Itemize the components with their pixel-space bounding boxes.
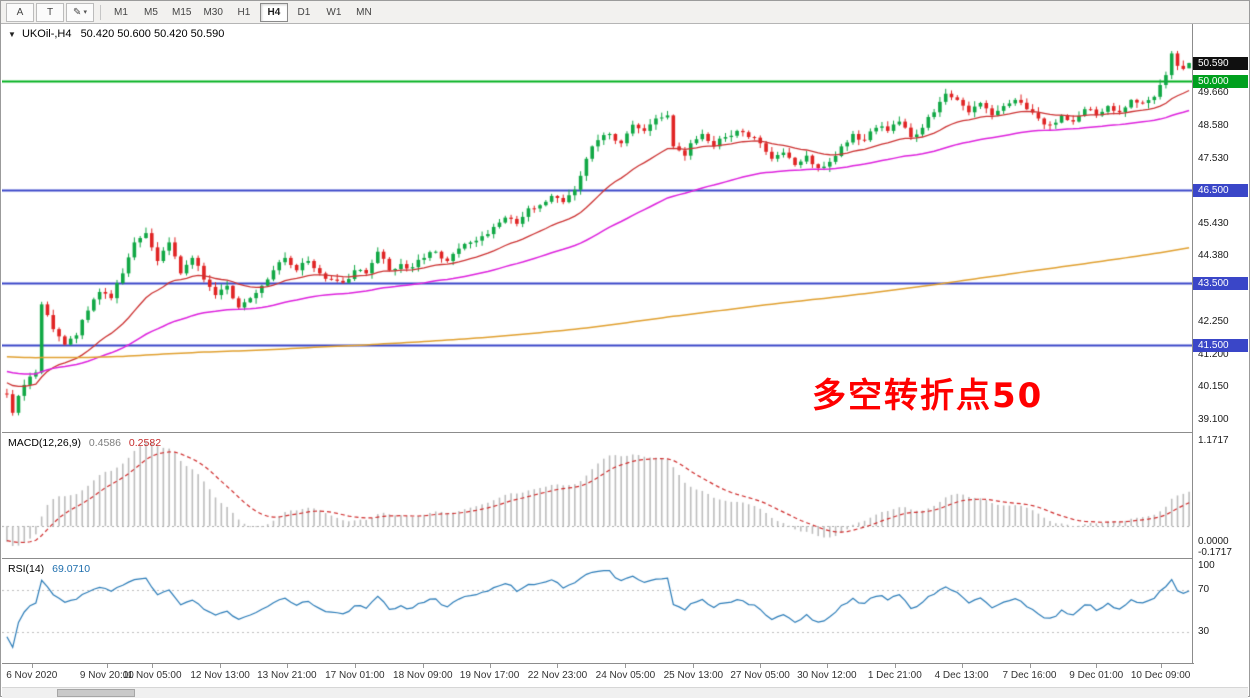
time-axis-label: 30 Nov 12:00 — [797, 670, 857, 681]
time-axis-label: 9 Dec 01:00 — [1069, 670, 1123, 681]
time-tick — [490, 664, 491, 668]
macd-signal-value: 0.2582 — [129, 437, 161, 449]
price-badge: 50.000 — [1193, 75, 1248, 88]
timeframe-m15[interactable]: M15 — [167, 3, 196, 22]
price-tick-label: 44.380 — [1198, 250, 1229, 261]
timeframe-d1[interactable]: D1 — [290, 3, 318, 22]
time-tick — [220, 664, 221, 668]
rsi-axis-label: 70 — [1198, 584, 1209, 595]
time-tick — [895, 664, 896, 668]
price-badge: 50.590 — [1193, 57, 1248, 70]
price-badge: 41.500 — [1193, 339, 1248, 352]
time-axis-label: 19 Nov 17:00 — [460, 670, 520, 681]
time-tick — [287, 664, 288, 668]
rsi-axis-label: 100 — [1198, 560, 1215, 571]
timeframe-w1[interactable]: W1 — [320, 3, 348, 22]
chart-annotation: 多空转折点50 — [812, 368, 1043, 417]
time-axis-label: 10 Dec 09:00 — [1131, 670, 1191, 681]
time-axis-label: 7 Dec 16:00 — [1003, 670, 1057, 681]
macd-main-value: 0.4586 — [89, 437, 121, 449]
price-tick-label: 49.660 — [1198, 87, 1229, 98]
draw-tool-glyph: ✎ — [73, 7, 81, 18]
timeframe-h1[interactable]: H1 — [230, 3, 258, 22]
rsi-canvas[interactable] — [2, 559, 1194, 663]
macd-header: MACD(12,26,9) 0.4586 0.2582 — [8, 437, 161, 449]
time-axis-label: 17 Nov 01:00 — [325, 670, 385, 681]
chart-header: ▼ UKOil-,H4 50.420 50.600 50.420 50.590 — [8, 28, 224, 40]
cursor-tool-glyph: A — [17, 7, 24, 18]
time-tick — [152, 664, 153, 668]
price-badge: 43.500 — [1193, 277, 1248, 290]
timeframe-m5[interactable]: M5 — [137, 3, 165, 22]
time-tick — [1030, 664, 1031, 668]
time-tick — [557, 664, 558, 668]
draw-tool[interactable]: ✎▾ — [66, 3, 94, 22]
price-tick-label: 40.150 — [1198, 381, 1229, 392]
price-tick-label: 39.100 — [1198, 414, 1229, 425]
rsi-pane: RSI(14) 69.0710 — [2, 559, 1194, 664]
timeframe-m1[interactable]: M1 — [107, 3, 135, 22]
timeframe-mn[interactable]: MN — [350, 3, 378, 22]
chart-ohlc-values: 50.420 50.600 50.420 50.590 — [81, 28, 225, 40]
price-tick-label: 42.250 — [1198, 316, 1229, 327]
time-axis-label: 22 Nov 23:00 — [528, 670, 588, 681]
time-tick — [1096, 664, 1097, 668]
time-tick — [355, 664, 356, 668]
time-axis-label: 12 Nov 13:00 — [190, 670, 250, 681]
toolbar-tools: A T ✎▾ — [5, 3, 95, 22]
toolbar-separator — [100, 5, 101, 20]
macd-label: MACD(12,26,9) — [8, 437, 81, 449]
time-tick — [760, 664, 761, 668]
time-tick — [625, 664, 626, 668]
time-tick — [32, 664, 33, 668]
time-axis-label: 25 Nov 13:00 — [664, 670, 724, 681]
macd-axis-label: 1.1717 — [1198, 435, 1229, 446]
time-axis-label: 4 Dec 13:00 — [935, 670, 989, 681]
rsi-value: 69.0710 — [52, 563, 90, 575]
macd-axis-label: 0.0000 — [1198, 536, 1229, 547]
timeframe-m30[interactable]: M30 — [198, 3, 227, 22]
macd-axis-label: -0.1717 — [1198, 547, 1232, 558]
timeframe-h4[interactable]: H4 — [260, 3, 288, 22]
macd-pane: MACD(12,26,9) 0.4586 0.2582 — [2, 433, 1194, 559]
text-tool[interactable]: T — [36, 3, 64, 22]
time-axis-label: 27 Nov 05:00 — [730, 670, 790, 681]
price-tick-label: 47.530 — [1198, 153, 1229, 164]
time-axis-label: 11 Nov 05:00 — [123, 670, 182, 681]
time-axis-label: 6 Nov 2020 — [6, 670, 57, 681]
main-chart-pane: ▼ UKOil-,H4 50.420 50.600 50.420 50.590 … — [2, 24, 1194, 433]
macd-canvas[interactable] — [2, 433, 1194, 558]
time-tick — [1161, 664, 1162, 668]
scrollbar-thumb[interactable] — [57, 689, 135, 697]
price-badge: 46.500 — [1193, 184, 1248, 197]
chart-symbol-label: UKOil-,H4 — [22, 28, 72, 40]
time-tick — [962, 664, 963, 668]
price-tick-label: 45.430 — [1198, 218, 1229, 229]
time-axis-label: 18 Nov 09:00 — [393, 670, 453, 681]
rsi-label: RSI(14) — [8, 563, 44, 575]
time-tick — [827, 664, 828, 668]
cursor-tool[interactable]: A — [6, 3, 34, 22]
time-tick — [107, 664, 108, 668]
time-axis-label: 24 Nov 05:00 — [596, 670, 656, 681]
time-tick — [693, 664, 694, 668]
rsi-axis-label: 30 — [1198, 626, 1209, 637]
time-axis-label: 13 Nov 21:00 — [257, 670, 317, 681]
rsi-header: RSI(14) 69.0710 — [8, 563, 90, 575]
horizontal-scrollbar[interactable] — [2, 687, 1248, 698]
collapse-triangle-icon[interactable]: ▼ — [8, 30, 16, 39]
text-tool-glyph: T — [47, 7, 53, 18]
time-tick — [423, 664, 424, 668]
chevron-down-icon: ▾ — [83, 8, 87, 16]
time-axis-label: 1 Dec 21:00 — [868, 670, 922, 681]
price-tick-label: 48.580 — [1198, 120, 1229, 131]
